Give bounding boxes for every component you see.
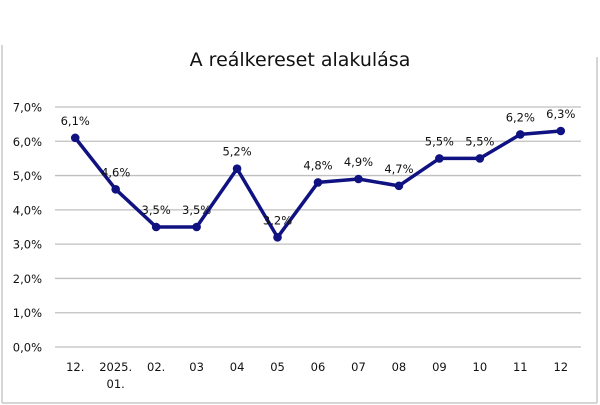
data-point: [556, 126, 566, 136]
chart-title: A reálkereset alakulása: [190, 49, 411, 71]
x-tick-label: 2025.: [99, 360, 132, 374]
data-label: 6,3%: [546, 107, 575, 121]
data-label: 5,5%: [465, 134, 494, 148]
data-label: 3,5%: [142, 203, 171, 217]
data-point: [232, 164, 242, 174]
x-tick-label: 11: [513, 360, 528, 374]
data-point: [475, 154, 485, 163]
y-tick-label: 3,0%: [13, 238, 42, 252]
data-label: 5,2%: [222, 145, 251, 159]
x-tick-label: 12: [553, 360, 568, 374]
x-tick-label: 03: [189, 360, 204, 374]
y-tick-label: 0,0%: [13, 341, 42, 355]
x-tick-label: 04: [230, 360, 245, 374]
x-tick-label: 01.: [107, 377, 125, 391]
data-label: 5,5%: [425, 134, 454, 148]
x-tick-label: 06: [311, 360, 326, 374]
data-label: 6,1%: [61, 114, 90, 128]
data-point: [111, 184, 120, 194]
x-tick-label: 09: [432, 360, 447, 374]
x-tick-label: 02.: [147, 360, 165, 374]
chart-frame: [1, 45, 598, 404]
data-point: [70, 133, 80, 143]
data-point: [273, 232, 282, 242]
y-tick-label: 2,0%: [13, 272, 42, 286]
x-tick-label: 12.: [66, 360, 84, 374]
x-tick-label: 10: [473, 360, 488, 374]
data-label: 3,2%: [263, 213, 292, 227]
data-point: [354, 174, 363, 184]
data-label: 4,9%: [344, 155, 373, 169]
data-point: [151, 222, 161, 232]
data-point: [394, 181, 404, 191]
data-label: 4,7%: [384, 162, 413, 176]
data-point: [435, 154, 444, 163]
x-tick-label: 08: [392, 360, 407, 374]
x-tick-label: 07: [351, 360, 366, 374]
y-tick-label: 5,0%: [13, 169, 42, 183]
y-tick-label: 6,0%: [13, 135, 42, 149]
data-label: 3,5%: [182, 203, 211, 217]
data-label: 4,8%: [303, 158, 332, 172]
data-label: 4,6%: [101, 165, 130, 179]
x-tick-label: 05: [270, 360, 285, 374]
y-tick-label: 1,0%: [13, 306, 42, 320]
data-point: [516, 130, 525, 139]
data-label: 6,2%: [506, 110, 535, 124]
data-point: [313, 178, 323, 187]
y-tick-label: 4,0%: [13, 203, 42, 217]
data-point: [192, 222, 201, 232]
y-tick-label: 7,0%: [13, 101, 42, 115]
